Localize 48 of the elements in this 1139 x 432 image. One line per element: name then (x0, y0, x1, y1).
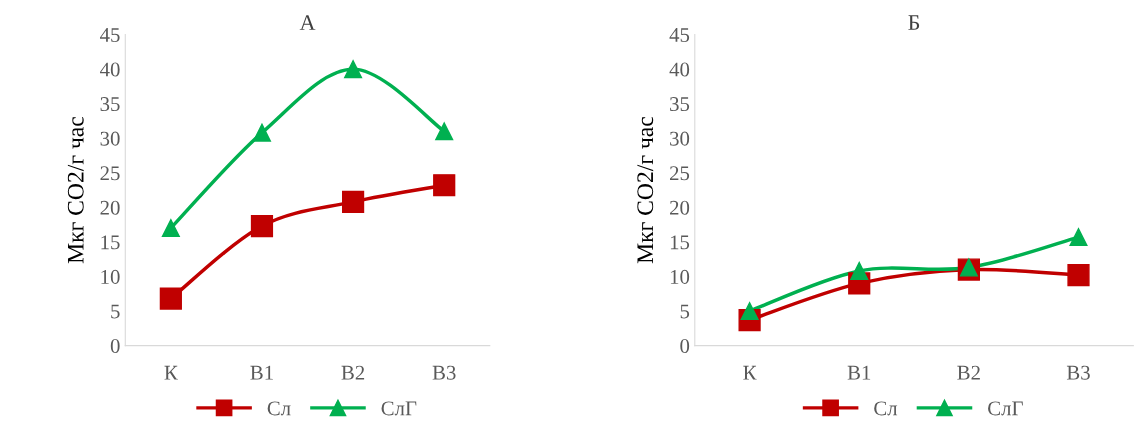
legend-label: Сл (874, 401, 898, 416)
point (344, 60, 363, 79)
legend-label: Сл (267, 401, 291, 416)
y-tick-label: 40 (669, 62, 690, 77)
y-tick-label: 35 (100, 97, 120, 112)
y-tick-label: 0 (680, 338, 690, 354)
y-tick-label: 25 (100, 166, 120, 181)
y-tick-label: 45 (100, 28, 120, 42)
y-tick-label: 30 (100, 131, 120, 146)
point (341, 190, 365, 213)
y-tick-label: 10 (101, 269, 120, 284)
point (740, 302, 759, 321)
legend-label: СлГ (381, 401, 417, 416)
chart-title: А (299, 15, 316, 30)
point (435, 122, 454, 141)
x-tick-label: В1 (250, 365, 273, 380)
point (159, 287, 182, 310)
y-tick-label: 15 (670, 235, 690, 250)
x-tick-label: В3 (432, 365, 456, 380)
x-tick-label: К (743, 365, 757, 380)
chart-title: Б (908, 15, 920, 30)
y-axis-title: Мкг CO2/г час (67, 116, 84, 264)
y-axis-title: Мкг CO2/г час (637, 116, 654, 264)
point (850, 261, 869, 280)
x-tick-label: В2 (341, 365, 365, 380)
point (250, 214, 274, 238)
y-tick-label: 10 (670, 269, 690, 284)
point (1067, 263, 1090, 287)
y-tick-label: 35 (670, 97, 690, 112)
y-tick-label: 5 (680, 304, 690, 319)
x-tick-label: В2 (957, 365, 980, 380)
x-tick-label: К (164, 365, 178, 380)
y-tick-label: 25 (670, 166, 690, 181)
y-tick-label: 15 (101, 235, 120, 250)
y-tick-label: 40 (100, 62, 120, 77)
y-tick-label: 5 (111, 304, 120, 319)
y-tick-label: 20 (670, 200, 690, 215)
x-tick-label: В1 (847, 365, 871, 380)
point (161, 219, 180, 238)
y-tick-label: 45 (669, 28, 690, 42)
y-tick-label: 30 (670, 131, 690, 146)
x-tick-label: В3 (1066, 365, 1090, 380)
point (1069, 228, 1088, 247)
legend-label: СлГ (988, 401, 1023, 416)
y-tick-label: 20 (100, 200, 120, 215)
y-tick-label: 0 (110, 338, 120, 354)
point (433, 174, 456, 197)
point (252, 123, 271, 142)
